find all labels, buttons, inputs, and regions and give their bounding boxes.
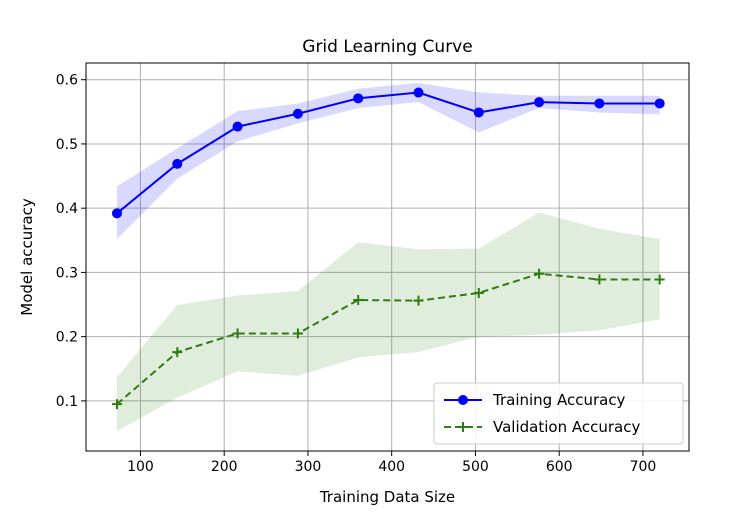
data-point	[534, 97, 545, 108]
data-point	[111, 399, 122, 410]
data-point	[232, 328, 243, 339]
y-tick-label: 0.4	[56, 201, 78, 217]
data-point	[292, 108, 303, 119]
data-point	[473, 287, 484, 298]
data-point	[654, 274, 665, 285]
data-point	[654, 98, 665, 109]
data-point	[111, 208, 122, 219]
plot-frame	[85, 62, 690, 452]
series-markers	[111, 87, 665, 410]
data-point	[594, 98, 605, 109]
x-tick-label: 200	[211, 459, 238, 475]
x-tick-label: 700	[630, 459, 657, 475]
x-tick-label: 300	[295, 459, 322, 475]
x-axis-label: Training Data Size	[319, 488, 455, 506]
x-tick-label: 500	[462, 459, 489, 475]
y-axis-ticks: 0.1 0.2 0.3 0.4 0.5 0.6	[56, 73, 86, 410]
data-point	[413, 87, 424, 98]
legend-label-0: Training Accuracy	[492, 391, 626, 409]
legend-label-1: Validation Accuracy	[493, 418, 640, 436]
y-tick-label: 0.1	[56, 394, 78, 410]
y-tick-label: 0.3	[56, 265, 78, 281]
series-line-1	[116, 272, 660, 405]
confidence-bands	[116, 82, 660, 432]
y-tick-label: 0.2	[56, 330, 78, 346]
data-point	[353, 295, 364, 306]
confidence-band-0	[116, 82, 660, 240]
data-point	[594, 274, 605, 285]
data-point	[232, 121, 243, 132]
confidence-band-1	[116, 212, 660, 432]
series-lines	[116, 91, 660, 405]
data-point	[534, 268, 545, 279]
x-tick-label: 600	[546, 459, 573, 475]
data-point	[473, 107, 484, 118]
legend-marker-0	[458, 395, 468, 405]
x-tick-label: 100	[127, 459, 154, 475]
y-tick-label: 0.6	[56, 73, 78, 89]
chart-title: Grid Learning Curve	[302, 37, 472, 57]
y-tick-label: 0.5	[56, 137, 78, 153]
data-point	[292, 328, 303, 339]
data-point	[353, 93, 364, 104]
x-axis-ticks: 100 200 300 400 500 600 700	[127, 451, 656, 475]
grid-lines	[86, 63, 689, 451]
x-tick-label: 400	[378, 459, 405, 475]
legend: Training Accuracy Validation Accuracy	[433, 382, 684, 445]
data-point	[413, 295, 424, 306]
y-axis-label: Model accuracy	[18, 198, 36, 316]
series-line-0	[116, 91, 660, 215]
legend-marker-1	[458, 422, 468, 432]
data-point	[172, 347, 183, 358]
legend-box	[433, 382, 684, 445]
data-point	[172, 158, 183, 169]
